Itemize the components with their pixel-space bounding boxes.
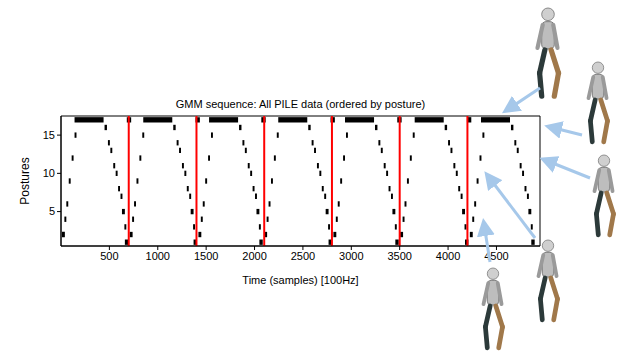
html-text:GMM sequence: All PILE data (o: GMM sequence: All PILE data (ordered by … (175, 98, 426, 110)
svg-text:4000: 4000 (436, 250, 460, 262)
svg-text:Time (samples) [100Hz]: Time (samples) [100Hz] (242, 274, 358, 286)
svg-text:10: 10 (43, 167, 55, 179)
svg-text:1500: 1500 (194, 250, 218, 262)
svg-text:Postures: Postures (18, 157, 32, 204)
svg-text:4500: 4500 (484, 250, 508, 262)
svg-text:2500: 2500 (291, 250, 315, 262)
svg-text:500: 500 (100, 250, 118, 262)
svg-text:5: 5 (49, 205, 55, 217)
svg-text:15: 15 (43, 129, 55, 141)
svg-text:1000: 1000 (146, 250, 170, 262)
svg-text:3500: 3500 (387, 250, 411, 262)
svg-text:2000: 2000 (242, 250, 266, 262)
svg-text:3000: 3000 (339, 250, 363, 262)
